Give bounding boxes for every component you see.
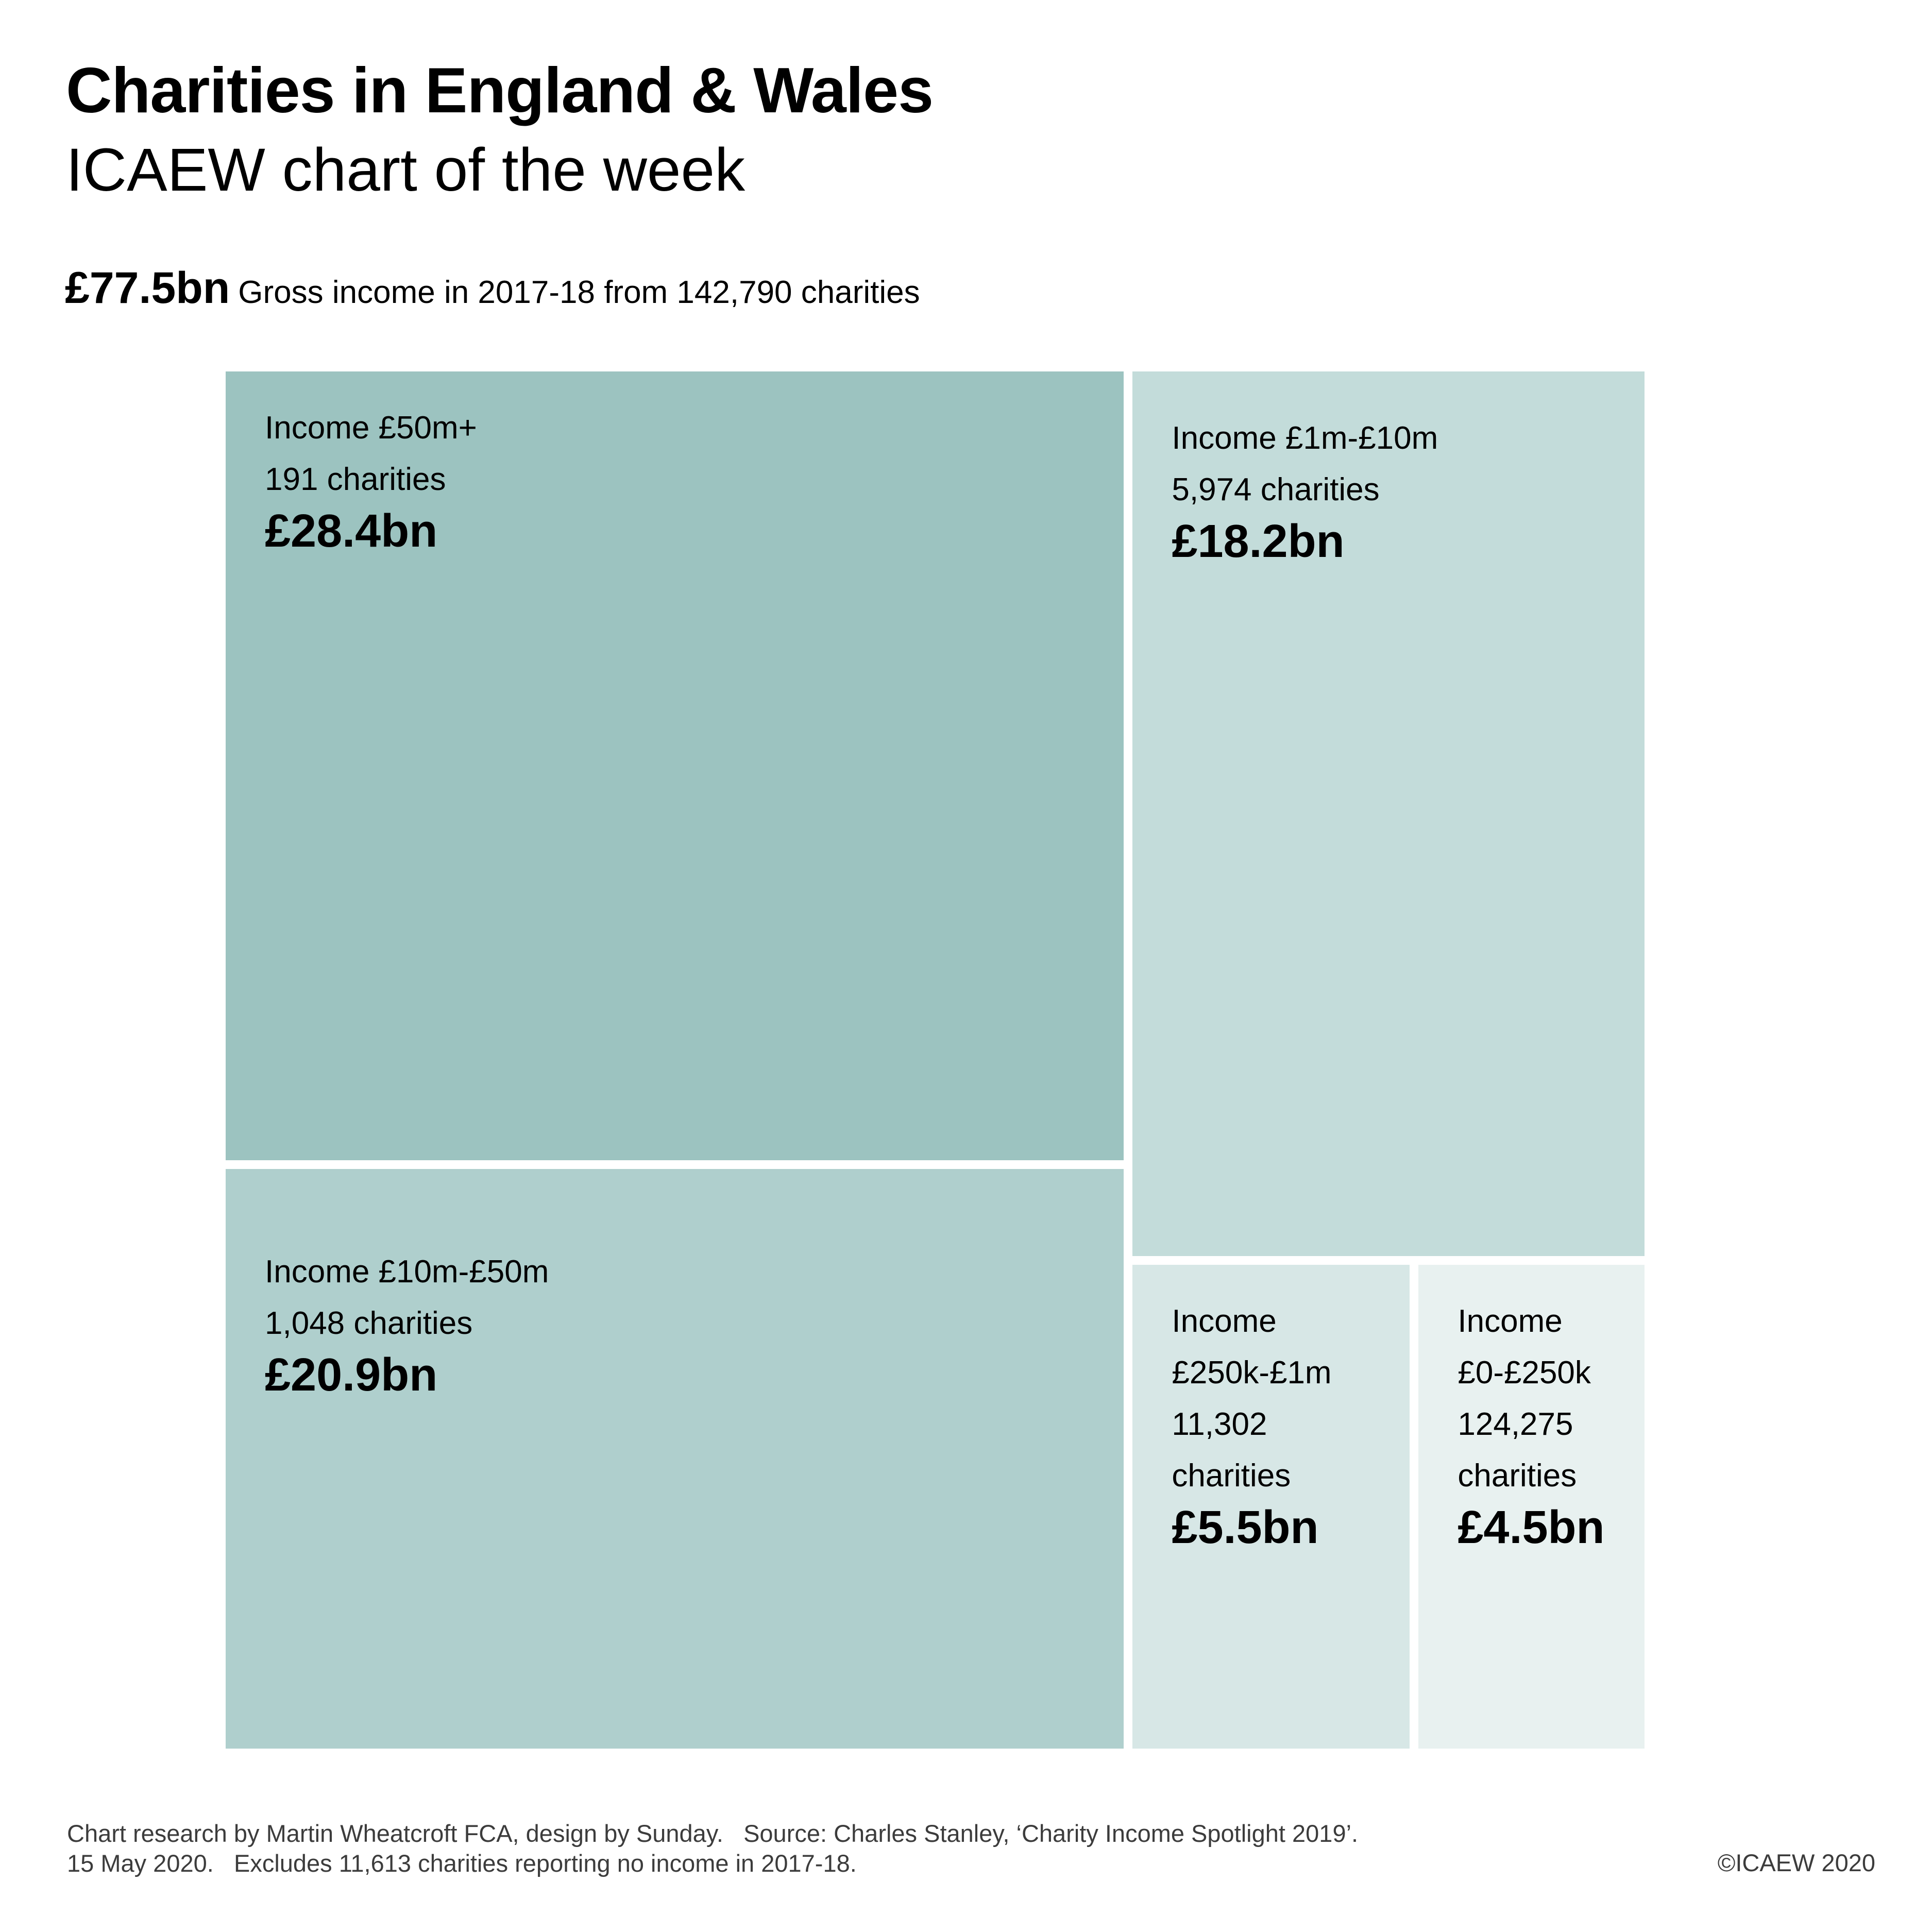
headline: £77.5bn Gross income in 2017-18 from 142,… (65, 263, 920, 314)
cell-income-band: Income £1m-£10m (1172, 420, 1438, 456)
treemap-cell: Income £10m-£50m 1,048 charities £20.9bn (226, 1169, 1124, 1749)
cell-charity-count: charities (1458, 1458, 1577, 1494)
cell-income-band: Income (1458, 1303, 1563, 1339)
cell-charity-count: 1,048 charities (265, 1306, 473, 1342)
footer-notes: Chart research by Martin Wheatcroft FCA,… (67, 1819, 1358, 1878)
cell-label: Income £10m-£50m 1,048 charities £20.9bn (265, 1246, 549, 1401)
cell-value-label: £5.5bn (1172, 1501, 1319, 1553)
cell-income-band: Income (1172, 1303, 1277, 1339)
cell-value-label: £4.5bn (1458, 1501, 1605, 1553)
cell-charity-count: 191 charities (265, 462, 446, 497)
footer-date-line: 15 May 2020. Excludes 11,613 charities r… (67, 1850, 857, 1877)
treemap-cell: Income £250k-£1m 11,302 charities £5.5bn (1132, 1264, 1410, 1749)
cell-value-label: £18.2bn (1172, 516, 1345, 567)
cell-label: Income £250k-£1m 11,302 charities £5.5bn (1172, 1296, 1331, 1553)
headline-total-value: £77.5bn (65, 263, 230, 313)
cell-charity-count: 11,302 (1172, 1406, 1267, 1442)
treemap-cell: Income £0-£250k 124,275 charities £4.5bn (1418, 1264, 1645, 1749)
cell-charity-count: 124,275 (1458, 1406, 1573, 1442)
chart-subtitle: ICAEW chart of the week (66, 136, 745, 204)
cell-income-band: Income £10m-£50m (265, 1254, 549, 1290)
cell-income-band: £0-£250k (1458, 1354, 1591, 1391)
cell-charity-count: 5,974 charities (1172, 472, 1380, 507)
cell-income-band: Income £50m+ (265, 410, 477, 446)
cell-label: Income £0-£250k 124,275 charities £4.5bn (1458, 1296, 1604, 1553)
chart-title: Charities in England & Wales (66, 55, 934, 126)
cell-value-label: £28.4bn (265, 505, 438, 557)
copyright: ©ICAEW 2020 (1717, 1849, 1875, 1876)
cell-label: Income £50m+ 191 charities £28.4bn (265, 402, 477, 557)
treemap-cell: Income £1m-£10m 5,974 charities £18.2bn (1132, 371, 1645, 1256)
cell-label: Income £1m-£10m 5,974 charities £18.2bn (1172, 413, 1438, 567)
cell-value-label: £20.9bn (265, 1349, 438, 1401)
footer-source-line: Chart research by Martin Wheatcroft FCA,… (67, 1820, 1359, 1847)
cell-charity-count: charities (1172, 1458, 1291, 1494)
cell-income-band: £250k-£1m (1172, 1354, 1332, 1391)
headline-description: Gross income in 2017-18 from 142,790 cha… (238, 275, 920, 310)
treemap-cell: Income £50m+ 191 charities £28.4bn (226, 371, 1124, 1161)
